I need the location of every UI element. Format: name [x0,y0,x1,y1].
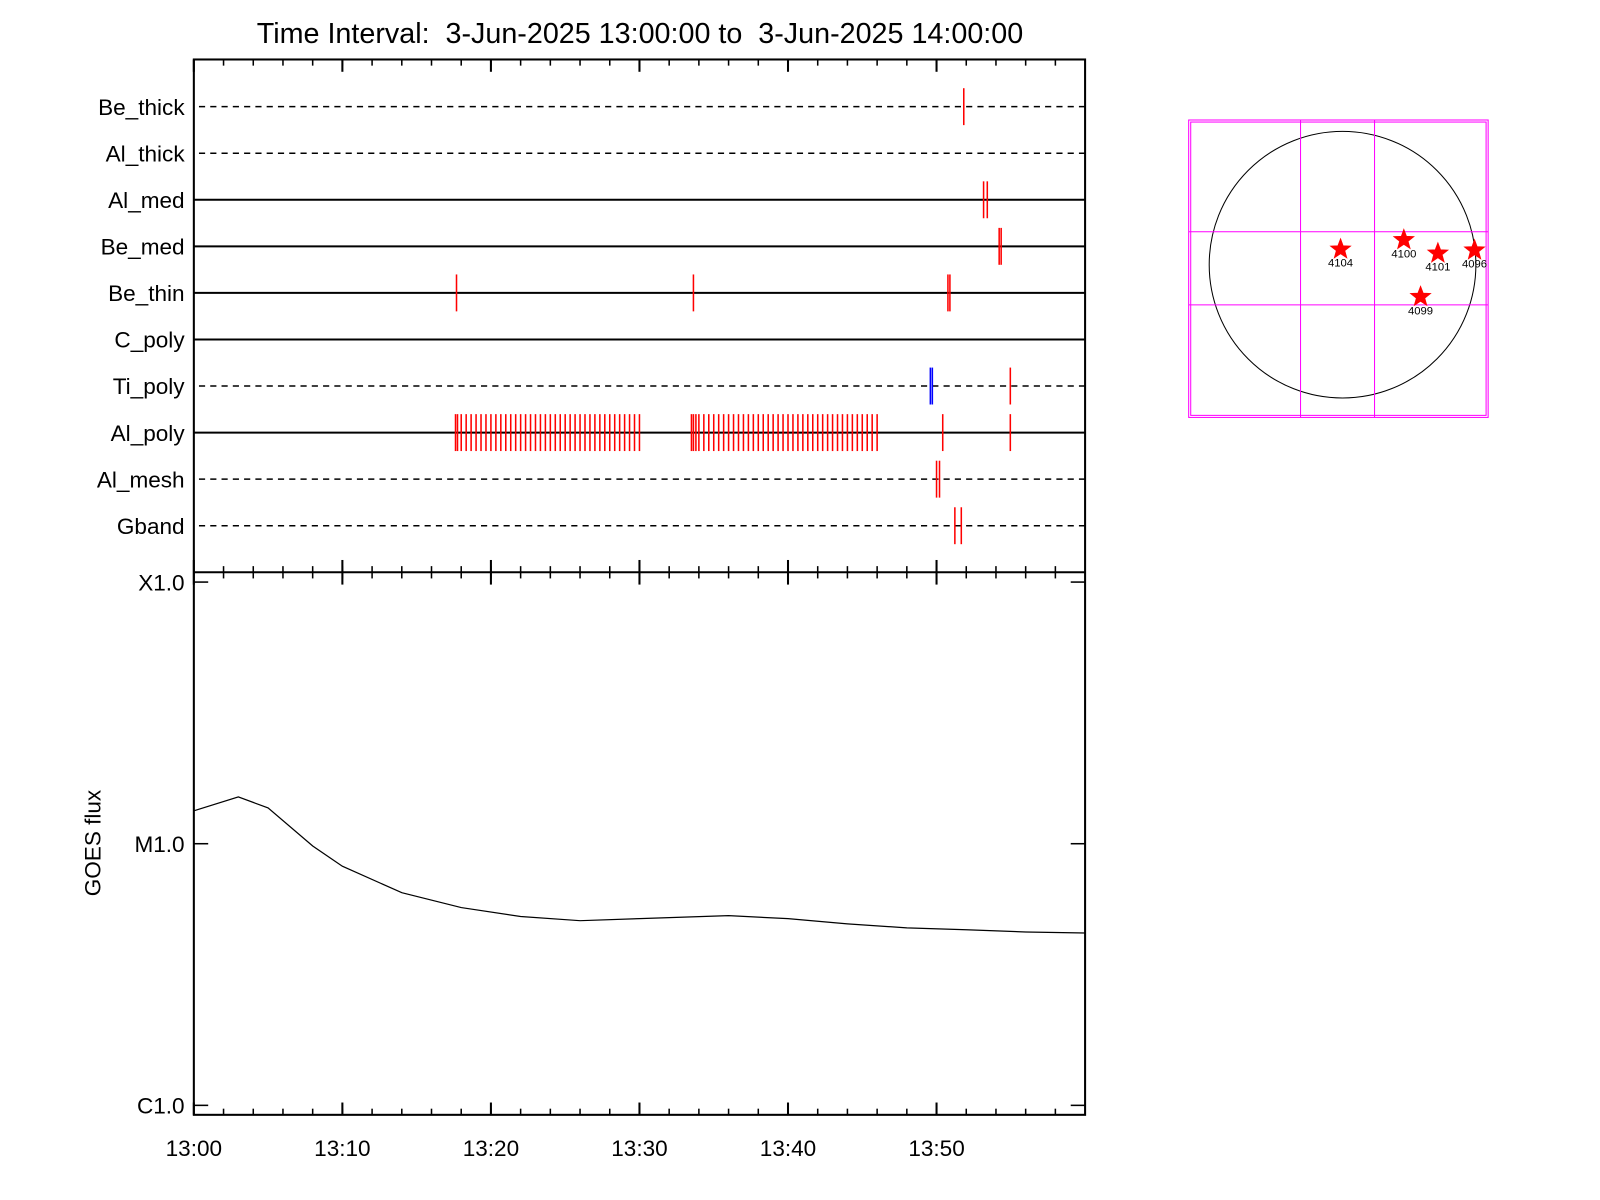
y-tick-label: M1.0 [134,832,184,857]
active-region-label: 4101 [1425,262,1450,274]
active-region-label: 4100 [1391,248,1416,260]
row-label: Be_thick [98,95,185,120]
y-axis-label: GOES flux [81,789,106,896]
x-tick-label: 13:50 [908,1136,964,1161]
row-label: Be_thin [108,281,184,306]
row-label: Al_poly [111,421,186,446]
chart-title: Time Interval: 3-Jun-2025 13:00:00 to 3-… [257,18,1023,50]
x-tick-label: 13:40 [760,1136,816,1161]
x-tick-label: 13:00 [166,1136,222,1161]
map-frame-inner [1190,121,1487,416]
flux-line [193,796,1086,934]
solar-disk [1208,130,1477,399]
row-label: Al_med [108,188,184,213]
row-label: Be_med [101,235,185,260]
row-label: Gband [117,514,185,539]
active-region-star [1426,241,1450,263]
active-region-star [1409,285,1432,307]
x-tick-label: 13:20 [463,1136,519,1161]
plot-frame [192,58,1087,1116]
active-region-star [1463,238,1486,260]
row-label: C_poly [114,328,185,353]
x-tick-label: 13:10 [314,1136,370,1161]
active-region-star [1329,237,1352,259]
row-label: Ti_poly [113,374,186,399]
row-label: Al_thick [106,141,186,166]
row-label: Al_mesh [97,467,185,492]
active-region-star [1392,228,1415,250]
map-frame [1188,119,1489,418]
x-tick-label: 13:30 [611,1136,667,1161]
active-region-label: 4096 [1462,259,1487,271]
active-region-label: 4104 [1328,258,1353,270]
active-region-label: 4099 [1408,305,1433,317]
plot-root: Time Interval: 3-Jun-2025 13:00:00 to 3-… [81,18,1489,1161]
y-tick-label: X1.0 [138,570,184,595]
y-tick-label: C1.0 [137,1094,185,1119]
